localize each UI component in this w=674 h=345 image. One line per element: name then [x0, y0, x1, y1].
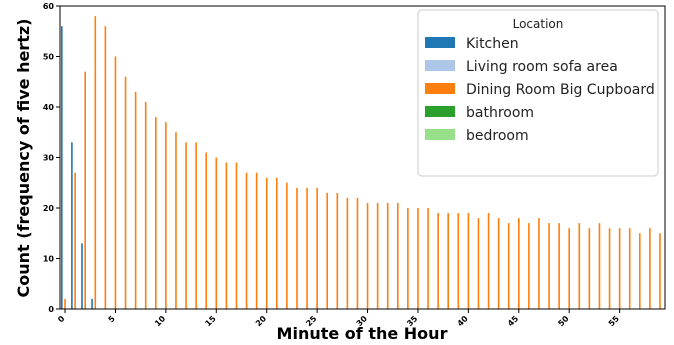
- bar-dining-room-big-cupboard-37: [437, 213, 439, 309]
- legend-title: Location: [513, 17, 564, 31]
- bar-dining-room-big-cupboard-35: [417, 208, 419, 309]
- x-tick-label-20: 20: [254, 314, 269, 329]
- legend-swatch-kitchen: [425, 37, 455, 48]
- legend-label-bathroom: bathroom: [466, 105, 534, 121]
- bar-dining-room-big-cupboard-1: [74, 172, 76, 309]
- legend-swatch-bathroom: [425, 106, 455, 117]
- x-tick-label-50: 50: [556, 314, 571, 329]
- legend-swatch-dining-room-big-cupboard: [425, 83, 455, 94]
- bar-dining-room-big-cupboard-45: [517, 218, 520, 309]
- bars-layer: [61, 16, 661, 310]
- bar-dining-room-big-cupboard-19: [255, 172, 258, 309]
- bar-dining-room-big-cupboard-31: [376, 202, 379, 309]
- bar-dining-room-big-cupboard-21: [275, 177, 278, 309]
- bar-dining-room-big-cupboard-12: [185, 142, 187, 309]
- bar-dining-room-big-cupboard-50: [568, 228, 571, 309]
- legend-swatch-bedroom: [425, 129, 455, 140]
- bar-dining-room-big-cupboard-29: [356, 197, 359, 309]
- bar-dining-room-big-cupboard-58: [649, 228, 651, 309]
- bar-dining-room-big-cupboard-59: [659, 233, 661, 309]
- x-tick-label-0: 0: [56, 314, 67, 325]
- legend-label-bedroom: bedroom: [466, 128, 529, 144]
- bar-dining-room-big-cupboard-36: [427, 208, 429, 309]
- x-tick-label-10: 10: [153, 314, 168, 329]
- bar-dining-room-big-cupboard-54: [608, 228, 611, 309]
- y-tick-label-40: 40: [43, 103, 55, 112]
- bar-dining-room-big-cupboard-34: [407, 208, 409, 309]
- bar-dining-room-big-cupboard-55: [618, 228, 621, 309]
- y-tick-label-0: 0: [48, 305, 54, 314]
- bar-dining-room-big-cupboard-4: [104, 26, 107, 309]
- legend: Location Kitchen Living room sofa area Din…: [417, 9, 659, 177]
- bar-dining-room-big-cupboard-11: [175, 132, 177, 309]
- legend-label-living-room-sofa-area: Living room sofa area: [466, 59, 618, 75]
- bar-dining-room-big-cupboard-41: [477, 218, 480, 309]
- bar-dining-room-big-cupboard-26: [326, 192, 329, 309]
- bar-kitchen-3: [91, 298, 93, 309]
- bar-dining-room-big-cupboard-17: [235, 162, 238, 309]
- y-tick-label-20: 20: [43, 204, 55, 213]
- bar-dining-room-big-cupboard-57: [638, 233, 641, 309]
- bar-dining-room-big-cupboard-13: [195, 142, 197, 309]
- bar-dining-room-big-cupboard-14: [205, 152, 208, 309]
- y-tick-label-50: 50: [43, 53, 55, 62]
- bar-dining-room-big-cupboard-53: [598, 223, 601, 309]
- x-axis-label: Minute of the Hour: [277, 324, 448, 343]
- bar-dining-room-big-cupboard-6: [124, 76, 127, 309]
- bar-dining-room-big-cupboard-52: [588, 228, 591, 309]
- bar-dining-room-big-cupboard-0: [64, 298, 66, 309]
- bar-dining-room-big-cupboard-15: [215, 157, 218, 309]
- bar-dining-room-big-cupboard-5: [114, 56, 117, 309]
- bar-dining-room-big-cupboard-56: [628, 228, 631, 309]
- legend-frame: [417, 9, 659, 177]
- bar-dining-room-big-cupboard-43: [497, 218, 500, 309]
- bar-dining-room-big-cupboard-28: [346, 197, 349, 309]
- bar-dining-room-big-cupboard-33: [396, 202, 399, 309]
- bar-dining-room-big-cupboard-27: [336, 192, 339, 309]
- bar-dining-room-big-cupboard-38: [447, 213, 450, 309]
- y-axis-label: Count (frequency of five hertz): [14, 19, 33, 298]
- bar-dining-room-big-cupboard-42: [487, 213, 490, 309]
- bar-dining-room-big-cupboard-10: [165, 122, 167, 310]
- bar-kitchen-0: [61, 26, 63, 309]
- x-tick-label-40: 40: [456, 314, 471, 329]
- bar-dining-room-big-cupboard-20: [265, 177, 268, 309]
- bar-dining-room-big-cupboard-9: [154, 117, 157, 309]
- x-tick-label-5: 5: [107, 314, 118, 325]
- bar-kitchen-2: [81, 243, 83, 309]
- y-tick-label-60: 60: [43, 2, 55, 11]
- bar-dining-room-big-cupboard-49: [558, 223, 560, 309]
- bar-dining-room-big-cupboard-48: [548, 223, 550, 309]
- x-tick-label-15: 15: [203, 314, 218, 329]
- bar-dining-room-big-cupboard-7: [134, 91, 137, 309]
- legend-label-kitchen: Kitchen: [466, 36, 519, 52]
- bar-dining-room-big-cupboard-18: [245, 172, 248, 309]
- y-tick-label-30: 30: [43, 154, 55, 163]
- bar-dining-room-big-cupboard-24: [306, 187, 308, 309]
- bar-dining-room-big-cupboard-40: [467, 213, 470, 309]
- x-tick-label-55: 55: [607, 314, 622, 329]
- bar-dining-room-big-cupboard-51: [578, 223, 581, 309]
- bar-dining-room-big-cupboard-23: [296, 187, 298, 309]
- bar-dining-room-big-cupboard-8: [144, 101, 147, 309]
- bar-dining-room-big-cupboard-2: [84, 71, 87, 310]
- bar-dining-room-big-cupboard-39: [457, 213, 460, 309]
- bar-dining-room-big-cupboard-16: [225, 162, 228, 309]
- legend-swatch-living-room-sofa-area: [425, 60, 455, 71]
- y-axis-ticks: 0 10 20 30 40 50 60: [43, 2, 60, 314]
- bar-dining-room-big-cupboard-30: [366, 202, 369, 309]
- x-tick-label-45: 45: [506, 314, 521, 329]
- bar-dining-room-big-cupboard-22: [286, 182, 288, 309]
- bar-dining-room-big-cupboard-32: [386, 202, 389, 309]
- bar-dining-room-big-cupboard-25: [316, 187, 318, 309]
- bar-dining-room-big-cupboard-44: [507, 223, 510, 309]
- bar-dining-room-big-cupboard-47: [538, 218, 540, 309]
- bar-dining-room-big-cupboard-46: [528, 223, 530, 309]
- y-tick-label-10: 10: [43, 255, 55, 264]
- legend-label-dining-room-big-cupboard: Dining Room Big Cupboard: [466, 82, 655, 98]
- bar-kitchen-1: [71, 142, 73, 309]
- bar-dining-room-big-cupboard-3: [94, 16, 97, 309]
